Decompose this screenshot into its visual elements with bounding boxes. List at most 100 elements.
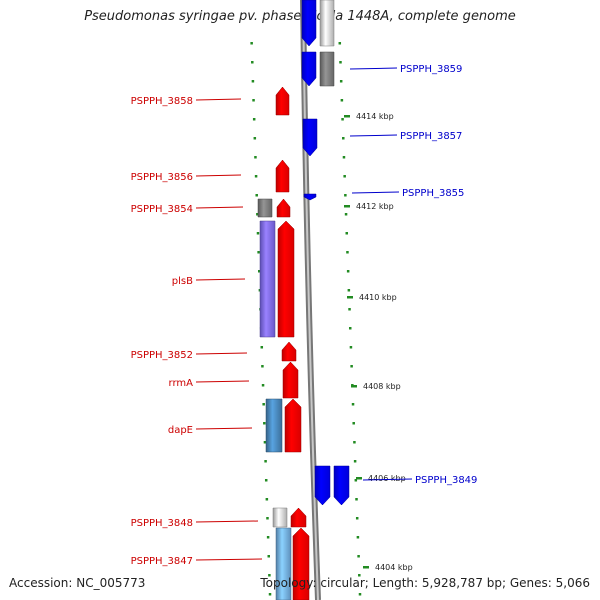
left-ruler-tick bbox=[264, 460, 267, 463]
feature-PSPPH_3857[interactable] bbox=[302, 118, 318, 157]
map-title: Pseudomonas syringae pv. phaseolicola 14… bbox=[84, 9, 516, 24]
feature-grey-3859[interactable] bbox=[319, 51, 335, 87]
right-ruler-tick bbox=[346, 251, 349, 254]
feature-PSPPH_3858[interactable] bbox=[275, 86, 290, 116]
forward-gene-label[interactable]: dapE bbox=[168, 425, 193, 436]
forward-gene-label[interactable]: PSPPH_3858 bbox=[131, 96, 193, 107]
reverse-leader-line bbox=[349, 134, 398, 137]
feature-plsB[interactable] bbox=[277, 220, 295, 338]
forward-gene-label[interactable]: PSPPH_3847 bbox=[131, 556, 193, 567]
right-ruler-tick bbox=[353, 460, 357, 463]
right-ruler-tick bbox=[358, 593, 362, 596]
scale-label: 4414 kbp bbox=[356, 112, 394, 121]
forward-gene-label[interactable]: PSPPH_3848 bbox=[131, 518, 193, 529]
reverse-gene-label[interactable]: PSPPH_3855 bbox=[402, 188, 464, 199]
left-ruler-tick bbox=[258, 270, 261, 273]
left-ruler-tick bbox=[252, 118, 256, 121]
forward-leader-line bbox=[195, 98, 242, 101]
feature-PSPPH_3848[interactable] bbox=[290, 507, 307, 528]
forward-gene-label[interactable]: PSPPH_3854 bbox=[131, 204, 193, 215]
feature-purple-plsB[interactable] bbox=[259, 220, 276, 338]
left-ruler-tick bbox=[260, 346, 264, 349]
feature-reverse-top[interactable] bbox=[301, 0, 317, 47]
left-ruler-tick bbox=[267, 555, 270, 558]
right-ruler-tick bbox=[352, 422, 355, 425]
right-ruler-tick bbox=[338, 42, 342, 45]
right-ruler-tick bbox=[344, 213, 348, 216]
topology-label: Topology: circular; Length: 5,928,787 bp… bbox=[260, 576, 590, 590]
forward-leader-line bbox=[195, 427, 253, 430]
left-ruler-tick bbox=[257, 251, 260, 254]
reverse-gene-label[interactable]: PSPPH_3859 bbox=[400, 64, 462, 75]
right-ruler-tick bbox=[355, 498, 358, 501]
forward-leader-line bbox=[195, 558, 263, 561]
forward-gene-label[interactable]: plsB bbox=[172, 276, 193, 287]
feature-steelblue-dapE[interactable] bbox=[265, 398, 283, 453]
scale-label: 4412 kbp bbox=[356, 202, 394, 211]
scale-label: 4404 kbp bbox=[375, 563, 413, 572]
left-ruler-tick bbox=[251, 61, 254, 64]
left-ruler-tick bbox=[251, 80, 255, 83]
feature-PSPPH_3849-b[interactable] bbox=[333, 465, 350, 506]
forward-leader-line bbox=[195, 206, 244, 209]
forward-gene-label[interactable]: PSPPH_3856 bbox=[131, 172, 193, 183]
right-ruler-tick bbox=[350, 365, 353, 368]
scale-label: 4408 kbp bbox=[363, 382, 401, 391]
feature-PSPPH_3854[interactable] bbox=[276, 198, 291, 218]
feature-PSPPH_3847[interactable] bbox=[292, 527, 310, 600]
forward-gene-label[interactable]: PSPPH_3852 bbox=[131, 350, 193, 361]
left-ruler-tick bbox=[268, 574, 271, 577]
right-ruler-tick bbox=[353, 441, 356, 444]
left-ruler-tick bbox=[266, 517, 269, 520]
left-ruler-tick bbox=[261, 384, 265, 387]
forward-leader-line bbox=[195, 278, 246, 281]
right-ruler-tick bbox=[357, 555, 360, 558]
scale-label: 4410 kbp bbox=[359, 293, 397, 302]
right-ruler-tick bbox=[344, 194, 347, 197]
feature-PSPPH_3855[interactable] bbox=[303, 193, 317, 201]
forward-leader-line bbox=[195, 380, 250, 383]
left-ruler-tick bbox=[252, 99, 255, 102]
reverse-gene-label[interactable]: PSPPH_3849 bbox=[415, 475, 477, 486]
right-ruler-tick bbox=[343, 175, 346, 178]
right-ruler-tick bbox=[355, 517, 359, 520]
accession-label: Accession: NC_005773 bbox=[9, 576, 146, 590]
scale-tick bbox=[344, 115, 350, 118]
left-ruler-tick bbox=[254, 156, 257, 159]
left-ruler-tick bbox=[262, 403, 265, 406]
right-ruler-tick bbox=[348, 327, 352, 330]
right-ruler-tick bbox=[346, 270, 350, 273]
right-ruler-tick bbox=[348, 308, 351, 311]
feature-PSPPH_3852[interactable] bbox=[281, 341, 297, 362]
forward-leader-line bbox=[195, 352, 248, 355]
feature-lightgrey-3848[interactable] bbox=[272, 507, 288, 528]
left-ruler-tick bbox=[256, 213, 259, 216]
scale-tick bbox=[356, 477, 362, 480]
reverse-leader-line bbox=[349, 67, 398, 70]
backbone-line bbox=[302, 0, 319, 600]
feature-lightgrey-top[interactable] bbox=[319, 0, 335, 47]
feature-dapE[interactable] bbox=[284, 398, 302, 453]
right-ruler-tick bbox=[339, 80, 343, 83]
feature-lightblue-3847[interactable] bbox=[275, 527, 292, 600]
feature-grey-3854[interactable] bbox=[257, 198, 273, 218]
forward-leader-line bbox=[195, 174, 242, 177]
left-ruler-tick bbox=[266, 536, 270, 539]
reverse-leader-line bbox=[362, 478, 413, 481]
feature-PSPPH_3856[interactable] bbox=[275, 159, 290, 193]
right-ruler-tick bbox=[358, 574, 361, 577]
left-ruler-tick bbox=[261, 365, 264, 368]
right-ruler-tick bbox=[351, 403, 355, 406]
feature-PSPPH_3859[interactable] bbox=[301, 51, 317, 87]
left-ruler-tick bbox=[253, 137, 257, 140]
forward-gene-label[interactable]: rrmA bbox=[169, 378, 194, 389]
left-ruler-tick bbox=[255, 194, 258, 197]
reverse-gene-label[interactable]: PSPPH_3857 bbox=[400, 131, 462, 142]
left-ruler-tick bbox=[268, 593, 272, 596]
right-ruler-tick bbox=[354, 479, 358, 482]
right-ruler-tick bbox=[342, 156, 346, 159]
right-ruler-tick bbox=[356, 536, 360, 539]
feature-PSPPH_3849-a[interactable] bbox=[314, 465, 331, 506]
feature-rrmA[interactable] bbox=[282, 361, 299, 399]
